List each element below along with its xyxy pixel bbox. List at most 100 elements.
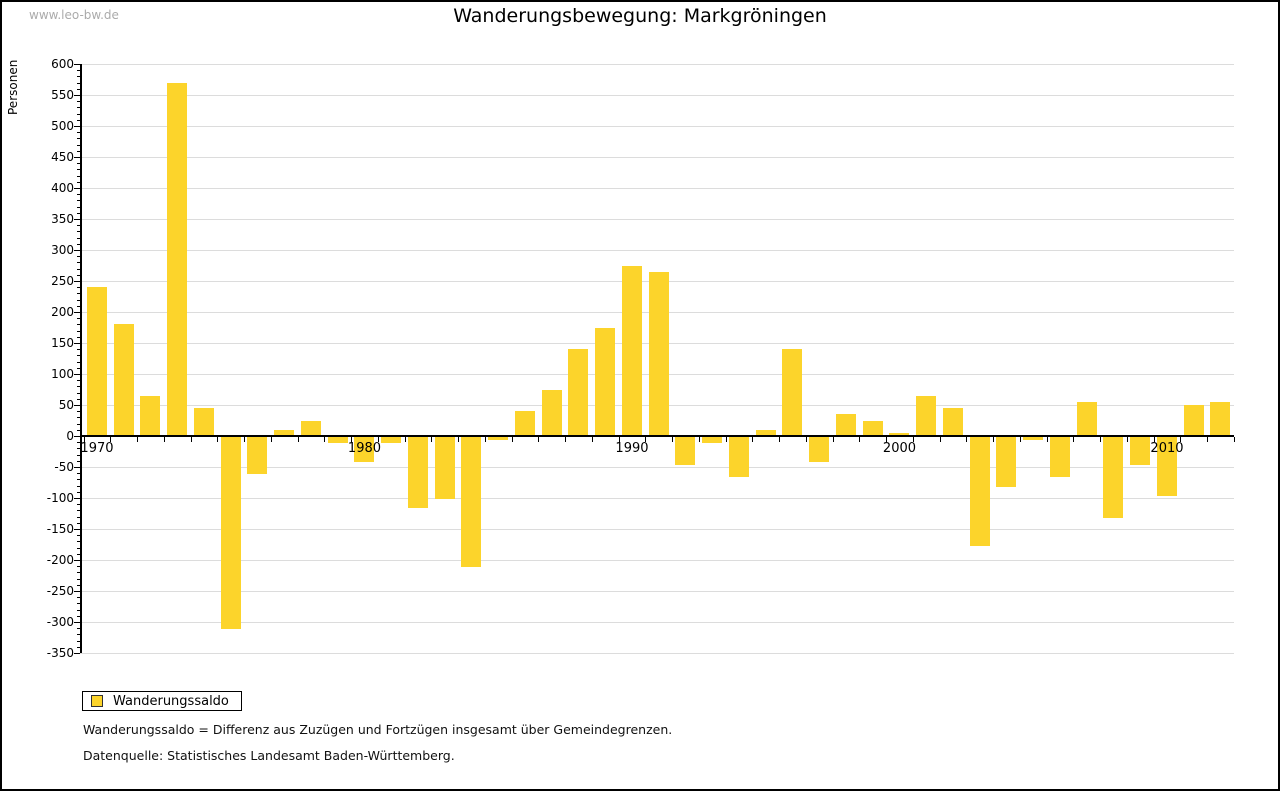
bar-1993 xyxy=(702,437,723,444)
y-minor-tick xyxy=(77,287,80,289)
x-tick xyxy=(1180,437,1182,442)
y-minor-tick xyxy=(77,299,80,301)
page-title: Wanderungsbewegung: Markgröningen xyxy=(453,5,827,27)
y-minor-tick xyxy=(77,349,80,351)
y-minor-tick xyxy=(77,101,80,103)
bar-2008 xyxy=(1103,437,1124,518)
y-minor-tick xyxy=(77,181,80,183)
y-minor-tick xyxy=(77,262,80,264)
y-major-tick--250 xyxy=(74,591,80,592)
y-axis-label-600: 600 xyxy=(51,57,74,71)
gridline-300 xyxy=(80,250,1234,251)
x-tick xyxy=(190,437,192,442)
gridline--150 xyxy=(80,529,1234,530)
bar-1974 xyxy=(193,408,214,436)
bar-1989 xyxy=(595,327,616,436)
y-minor-tick xyxy=(77,336,80,338)
x-tick xyxy=(993,437,995,442)
x-tick xyxy=(431,437,433,442)
x-tick xyxy=(297,437,299,442)
y-minor-tick xyxy=(77,460,80,462)
x-tick xyxy=(217,437,219,442)
bar-1970 xyxy=(86,287,107,436)
y-minor-tick xyxy=(77,454,80,456)
y-minor-tick xyxy=(77,88,80,90)
y-major-tick-100 xyxy=(74,374,80,375)
x-tick xyxy=(698,437,700,442)
y-major-tick--100 xyxy=(74,498,80,499)
bar-1998 xyxy=(835,414,856,436)
y-major-tick--50 xyxy=(74,467,80,468)
bar-2005 xyxy=(1023,437,1044,441)
y-minor-tick xyxy=(77,566,80,568)
x-axis-label-1990: 1990 xyxy=(615,441,649,456)
x-tick xyxy=(511,437,513,442)
gridline--100 xyxy=(80,498,1234,499)
x-tick xyxy=(805,437,807,442)
y-axis-label--100: -100 xyxy=(46,491,74,505)
y-minor-tick xyxy=(77,479,80,481)
y-minor-tick xyxy=(77,423,80,425)
y-minor-tick xyxy=(77,615,80,617)
y-minor-tick xyxy=(77,163,80,165)
y-major-tick-500 xyxy=(74,126,80,127)
y-major-tick-300 xyxy=(74,250,80,251)
bar-1991 xyxy=(648,271,669,436)
bar-2006 xyxy=(1049,437,1070,478)
y-minor-tick xyxy=(77,107,80,109)
y-minor-tick xyxy=(77,206,80,208)
bar-1979 xyxy=(327,437,348,444)
bar-2000 xyxy=(889,432,910,436)
bar-2010 xyxy=(1156,437,1177,496)
x-tick xyxy=(324,437,326,442)
bar-1996 xyxy=(782,349,803,436)
y-axis-label-550: 550 xyxy=(51,88,74,102)
gridline-600 xyxy=(80,64,1234,65)
x-tick xyxy=(752,437,754,442)
bar-1980 xyxy=(354,437,375,462)
y-minor-tick xyxy=(77,70,80,72)
caption-source: Datenquelle: Statistisches Landesamt Bad… xyxy=(83,748,455,763)
y-minor-tick xyxy=(77,510,80,512)
y-major-tick-450 xyxy=(74,157,80,158)
y-axis-label-150: 150 xyxy=(51,336,74,350)
y-minor-tick xyxy=(77,522,80,524)
y-minor-tick xyxy=(77,392,80,394)
bar-1971 xyxy=(113,324,134,436)
gridline-450 xyxy=(80,157,1234,158)
y-minor-tick xyxy=(77,330,80,332)
y-minor-tick xyxy=(77,231,80,233)
y-minor-tick xyxy=(77,417,80,419)
y-minor-tick xyxy=(77,584,80,586)
x-tick xyxy=(565,437,567,442)
y-axis-label-450: 450 xyxy=(51,150,74,164)
x-tick xyxy=(351,437,353,442)
gridline-550 xyxy=(80,95,1234,96)
x-tick xyxy=(645,437,647,442)
x-tick xyxy=(618,437,620,442)
y-minor-tick xyxy=(77,448,80,450)
y-minor-tick xyxy=(77,194,80,196)
y-minor-tick xyxy=(77,113,80,115)
y-minor-tick xyxy=(77,274,80,276)
bar-1972 xyxy=(140,395,161,436)
gridline--250 xyxy=(80,591,1234,592)
x-tick xyxy=(83,437,85,442)
y-minor-tick xyxy=(77,169,80,171)
x-tick xyxy=(1073,437,1075,442)
y-axis-label-250: 250 xyxy=(51,274,74,288)
y-minor-tick xyxy=(77,355,80,357)
x-tick xyxy=(163,437,165,442)
bar-1982 xyxy=(407,437,428,509)
y-axis-label-350: 350 xyxy=(51,212,74,226)
y-axis-label-500: 500 xyxy=(51,119,74,133)
x-tick xyxy=(538,437,540,442)
x-axis-label-1970: 1970 xyxy=(80,441,114,456)
y-minor-tick xyxy=(77,634,80,636)
y-major-tick-0 xyxy=(74,436,80,437)
x-tick xyxy=(404,437,406,442)
y-minor-tick xyxy=(77,442,80,444)
y-minor-tick xyxy=(77,578,80,580)
y-minor-tick xyxy=(77,386,80,388)
